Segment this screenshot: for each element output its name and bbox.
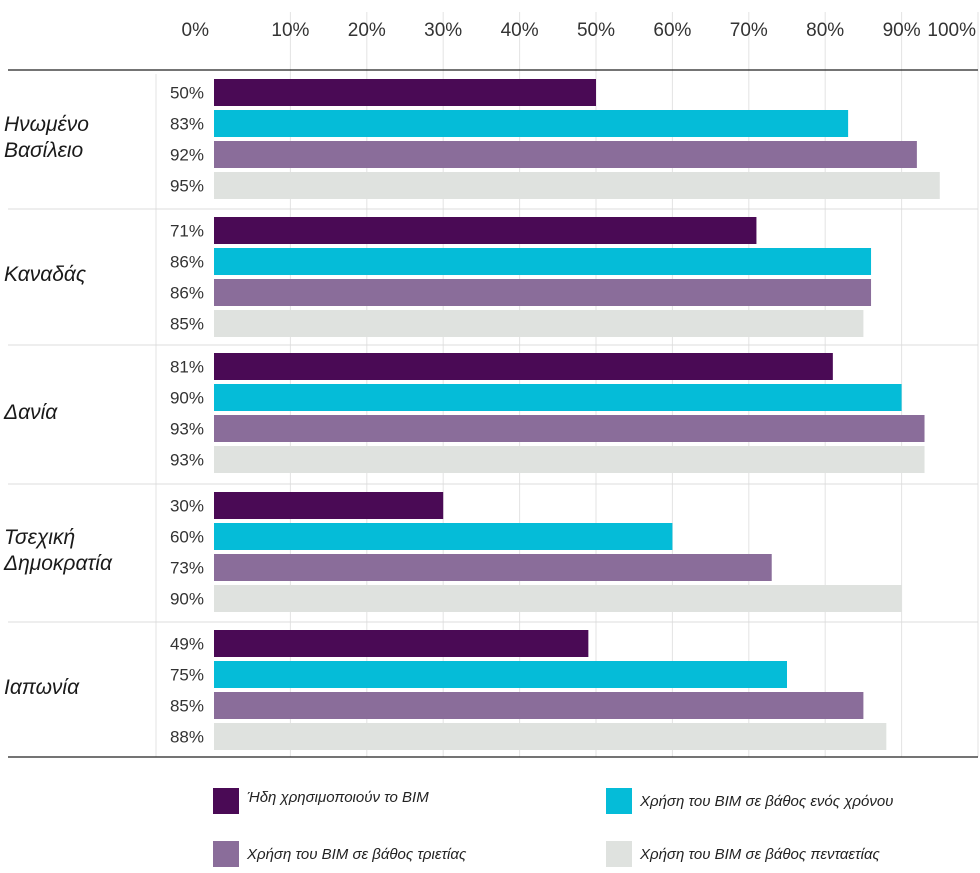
country-label-5-line-1: Ιαπωνία (4, 676, 80, 699)
country-label-2-line-1: Καναδάς (4, 263, 87, 286)
legend-item-already-using: Ήδη χρησιμοποιούν το BIM (213, 788, 429, 814)
country-label-3: Δανία (4, 400, 154, 426)
legend-label-one-year: Χρήση του BIM σε βάθος ενός χρόνου (640, 792, 894, 810)
bar-group2-three-years (214, 279, 872, 306)
bar-group5-one-year (214, 661, 787, 688)
bar-group2-one-year (214, 248, 872, 275)
value-label-group5-one-year: 75% (170, 666, 204, 685)
x-tick-label-2: 20% (348, 20, 386, 41)
x-tick-label-3: 30% (424, 20, 462, 41)
value-label-group5-five-years: 88% (170, 728, 204, 747)
legend-label-already-using: Ήδη χρησιμοποιούν το BIM (247, 788, 429, 806)
value-label-group4-already-using: 30% (170, 497, 204, 516)
bar-group5-already-using (214, 630, 589, 657)
legend-item-five-years: Χρήση του BIM σε βάθος πενταετίας (606, 841, 880, 867)
country-label-1-line-2: Βασίλειο (4, 139, 84, 162)
value-label-group4-one-year: 60% (170, 528, 204, 547)
legend-item-three-years: Χρήση του BIM σε βάθος τριετίας (213, 841, 466, 867)
value-label-group4-five-years: 90% (170, 590, 204, 609)
country-label-2: Καναδάς (4, 262, 154, 288)
value-label-group4-three-years: 73% (170, 559, 204, 578)
x-tick-label-1: 10% (271, 20, 309, 41)
bar-group2-five-years (214, 310, 864, 337)
value-label-group1-already-using: 50% (170, 84, 204, 103)
bar-group1-already-using (214, 79, 596, 106)
x-tick-label-4: 40% (501, 20, 539, 41)
bar-group1-five-years (214, 172, 940, 199)
bar-group3-one-year (214, 384, 902, 411)
legend-swatch-already-using (213, 788, 239, 814)
country-label-3-line-1: Δανία (4, 400, 58, 424)
value-label-group1-three-years: 92% (170, 146, 204, 165)
country-label-4-line-2: Δημοκρατία (4, 552, 112, 575)
legend-swatch-one-year (606, 788, 632, 814)
bar-group4-five-years (214, 585, 902, 612)
value-label-group2-one-year: 86% (170, 253, 204, 272)
bar-group4-one-year (214, 523, 673, 550)
bar-group5-five-years (214, 723, 887, 750)
x-tick-label-9: 90% (883, 20, 921, 41)
value-label-group2-three-years: 86% (170, 284, 204, 303)
value-label-group1-one-year: 83% (170, 115, 204, 134)
legend-swatch-three-years (213, 841, 239, 867)
bar-group2-already-using (214, 217, 757, 244)
value-label-group3-one-year: 90% (170, 389, 204, 408)
value-label-group3-five-years: 93% (170, 451, 204, 470)
legend-swatch-five-years (606, 841, 632, 867)
bar-group3-five-years (214, 446, 925, 473)
x-tick-label-5: 50% (577, 20, 615, 41)
x-tick-label-0: 0% (182, 20, 210, 41)
legend-label-five-years: Χρήση του BIM σε βάθος πενταετίας (640, 845, 880, 863)
x-tick-label-7: 70% (730, 20, 768, 41)
bar-group5-three-years (214, 692, 864, 719)
legend-label-three-years: Χρήση του BIM σε βάθος τριετίας (247, 845, 467, 863)
value-label-group3-already-using: 81% (170, 358, 204, 377)
bar-group1-one-year (214, 110, 849, 137)
value-label-group2-five-years: 85% (170, 315, 204, 334)
bar-group1-three-years (214, 141, 917, 168)
country-label-1-line-1: Ηνωμένο (4, 113, 89, 136)
x-tick-label-8: 80% (806, 20, 844, 41)
country-label-1: Ηνωμένο Βασίλειο (4, 112, 154, 164)
bar-group4-already-using (214, 492, 444, 519)
legend-item-one-year: Χρήση του BIM σε βάθος ενός χρόνου (606, 788, 893, 814)
value-label-group2-already-using: 71% (170, 222, 204, 241)
bar-group4-three-years (214, 554, 772, 581)
x-tick-label-10: 100% (927, 20, 976, 41)
bar-group3-already-using (214, 353, 833, 380)
bar-group3-three-years (214, 415, 925, 442)
value-label-group3-three-years: 93% (170, 420, 204, 439)
country-label-4-line-1: Τσεχική (4, 526, 76, 549)
value-label-group5-already-using: 49% (170, 635, 204, 654)
country-label-5: Ιαπωνία (4, 675, 154, 701)
x-tick-label-6: 60% (653, 20, 691, 41)
value-label-group5-three-years: 85% (170, 697, 204, 716)
country-label-4: Τσεχική Δημοκρατία (4, 525, 154, 577)
value-label-group1-five-years: 95% (170, 177, 204, 196)
